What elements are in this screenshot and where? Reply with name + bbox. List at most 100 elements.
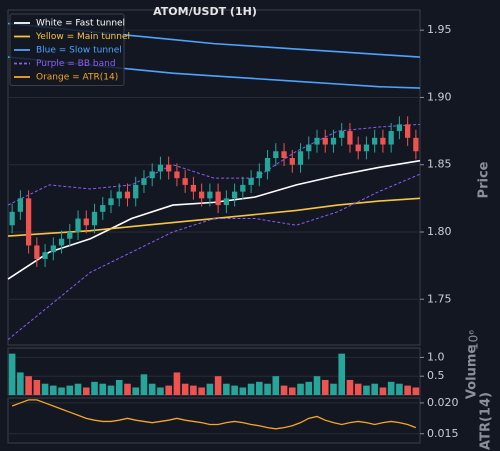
volume-bar <box>231 385 238 395</box>
volume-bar <box>190 385 197 395</box>
candle-body <box>157 164 164 172</box>
volume-bar <box>297 383 304 395</box>
volume-bar <box>387 381 395 395</box>
atr-axis-label: ATR(14) <box>479 392 494 450</box>
y-tick-label: 1.85 <box>427 158 452 171</box>
candle-body <box>25 198 32 246</box>
volume-bar <box>91 381 98 395</box>
candle-body <box>17 198 23 212</box>
volume-bar <box>363 385 370 395</box>
y-tick-label: 1.0 <box>427 350 445 363</box>
candle-body <box>405 124 411 138</box>
y-tick-label: 1.80 <box>427 225 452 238</box>
candle-body <box>34 245 40 259</box>
candle-body <box>190 184 197 192</box>
candle-body <box>281 151 287 158</box>
volume-bar <box>181 383 189 395</box>
y-tick-label: 0.5 <box>427 369 445 382</box>
candle-body <box>347 131 353 145</box>
volume-bar <box>33 379 41 395</box>
candle-body <box>166 164 172 172</box>
candle-body <box>9 211 15 226</box>
candle-body <box>339 131 345 138</box>
candle-body <box>108 198 114 206</box>
chart-title: ATOM/USDT (1H) <box>153 5 257 18</box>
legend-label: Yellow = Main tunnel <box>35 32 130 42</box>
volume-bar <box>107 385 115 395</box>
volume-bar <box>305 381 313 395</box>
candle-body <box>413 137 419 152</box>
volume-bar <box>66 385 74 395</box>
candle-body <box>240 184 246 192</box>
volume-bar <box>8 353 16 395</box>
candle-body <box>174 171 180 179</box>
overlay-line <box>7 123 421 206</box>
volume-bar <box>404 385 411 395</box>
candle-body <box>83 218 89 226</box>
volume-bar <box>313 376 321 395</box>
volume-bar <box>280 385 288 395</box>
candle-body <box>322 137 328 145</box>
y-tick-label: 1.90 <box>427 90 452 103</box>
volume-bar <box>412 387 420 395</box>
volume-bar <box>272 376 280 395</box>
volume-bar <box>223 383 230 395</box>
volume-bar <box>214 376 222 395</box>
candle-body <box>223 198 229 206</box>
volume-bar <box>288 387 296 395</box>
candle-body <box>141 178 147 185</box>
volume-bar <box>321 379 329 395</box>
volume-bar <box>239 387 247 395</box>
volume-bar <box>379 387 387 395</box>
candle-body <box>363 144 370 152</box>
volume-bar <box>17 372 24 395</box>
candle-body <box>231 191 238 199</box>
volume-bar <box>396 383 403 395</box>
overlay-line <box>7 159 421 280</box>
volume-panel <box>7 347 421 396</box>
candle-body <box>289 157 295 165</box>
y-tick-label: 1.95 <box>427 23 452 36</box>
candle-body <box>314 137 320 145</box>
candle-body <box>396 124 403 132</box>
volume-bar <box>338 353 346 395</box>
y-tick-label: 0.020 <box>427 396 459 409</box>
volume-bar <box>371 383 378 395</box>
candle-body <box>388 131 394 145</box>
volume-bar <box>148 383 156 395</box>
volume-bar <box>346 379 354 395</box>
candle-body <box>91 211 98 226</box>
candle-body <box>355 144 361 152</box>
volume-bar <box>354 383 362 395</box>
candle-body <box>380 137 386 145</box>
candle-body <box>124 191 131 199</box>
legend-label: Orange = ATR(14) <box>36 73 118 83</box>
candle-body <box>75 218 81 232</box>
volume-bar <box>247 383 255 395</box>
candle-body <box>149 171 155 179</box>
candle-body <box>256 171 262 179</box>
volume-bar <box>157 387 164 395</box>
volume-bar <box>115 379 123 395</box>
volume-bar <box>82 387 90 395</box>
candle-body <box>58 238 65 246</box>
volume-bar <box>99 383 107 395</box>
volume-bar <box>41 383 49 395</box>
atr-line <box>11 399 417 430</box>
volume-bar <box>173 372 181 395</box>
volume-bar <box>198 387 205 395</box>
candle-body <box>372 137 378 145</box>
candle-body <box>248 178 254 185</box>
volume-bar <box>74 383 82 395</box>
candle-body <box>207 191 213 199</box>
atr-panel <box>7 397 421 444</box>
volume-bar <box>330 383 337 395</box>
y-tick-label: 0.015 <box>427 427 459 440</box>
volume-exponent: 10⁶ <box>467 330 481 350</box>
candle-body <box>264 157 271 172</box>
volume-bar <box>124 383 131 395</box>
overlay-line <box>7 173 421 341</box>
candle-body <box>297 151 304 165</box>
candle-body <box>133 184 139 199</box>
